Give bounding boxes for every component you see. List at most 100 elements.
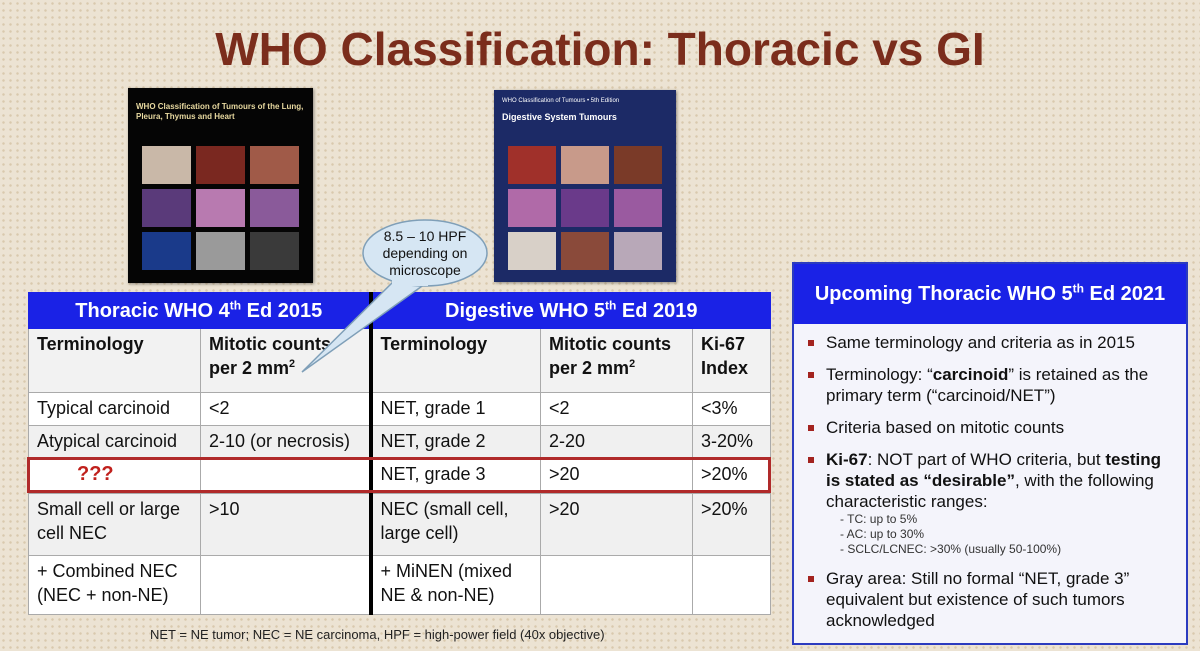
cell-text: NEC (small cell, large cell)	[380, 499, 509, 543]
cell-text: <3%	[701, 398, 738, 418]
book-cover: WHO Classification of Tumours • 5th Edit…	[494, 90, 676, 282]
book-series: WHO Classification of Tumours • 5th Edit…	[502, 98, 620, 104]
cell-text: <2	[209, 398, 230, 418]
cell-text: Small cell or large cell NEC	[37, 499, 181, 543]
bullet-text: testing is stated as “desirable”	[826, 450, 1162, 490]
bullet: Criteria based on mitotic counts	[808, 417, 1176, 438]
text-pre: Upcoming Thoracic WHO 5	[814, 283, 1073, 305]
text-pre: Terminology	[380, 334, 488, 354]
text-pre: Thoracic WHO 4	[75, 299, 230, 322]
bullet-text: Same terminology and criteria as in 2015	[826, 333, 1135, 352]
bullet-text: , with the following characteristic rang…	[826, 471, 1154, 511]
footnote: NET = NE tumor; NEC = NE carcinoma, HPF …	[150, 627, 605, 642]
column-header: Mitotic counts per 2 mm2	[199, 328, 372, 393]
table-cell	[692, 555, 772, 615]
text-sup: 2	[289, 358, 296, 370]
column-header: Mitotic counts per 2 mm2	[540, 328, 694, 393]
cell-text: + Combined NEC (NEC + non-NE)	[37, 561, 178, 605]
bullet: Ki-67: NOT part of WHO criteria, but tes…	[808, 449, 1176, 557]
text-pre: Mitotic counts per 2 mm	[209, 334, 331, 378]
table-cell: NET, grade 1	[368, 392, 542, 426]
book-title: WHO Classification of Tumours of the Lun…	[136, 102, 304, 121]
table-cell: Atypical carcinoid	[28, 425, 201, 459]
table-cell: >20	[540, 493, 694, 556]
header-row: Terminology Mitotic counts per 2 mm2 Termi…	[28, 328, 772, 393]
bullet-text: Gray area: Still no formal “NET, grade 3…	[826, 569, 1130, 630]
text-post: Ed 2019	[616, 299, 698, 322]
cell-text: 2-20	[549, 431, 586, 451]
cell-text: >10	[209, 499, 240, 519]
bullet-text: carcinoid	[932, 365, 1009, 384]
sub-item: - SCLC/LCNEC: >30% (usually 50-100%)	[840, 542, 1062, 556]
upcoming-panel: Upcoming Thoracic WHO 5th Ed 2021 Same t…	[792, 262, 1188, 645]
table-row: Small cell or large cell NEC >10 NEC (smal…	[28, 493, 772, 556]
text-sup: 2	[629, 358, 636, 370]
bullet-list: Same terminology and criteria as in 2015…	[794, 324, 1186, 631]
cell-text: >20%	[701, 499, 748, 519]
table-cell: 2-10 (or necrosis)	[199, 425, 372, 459]
table-cell: NEC (small cell, large cell)	[368, 493, 542, 556]
text-sup: th	[1072, 281, 1084, 296]
cell-text: + MiNEN (mixed NE & non-NE)	[380, 561, 513, 605]
table-cell: NET, grade 3	[368, 458, 542, 494]
text-pre: Mitotic counts per 2 mm	[549, 334, 672, 378]
callout-text: 8.5 – 10 HPF depending on microscope	[382, 228, 468, 278]
bullet-text: Ki-67	[826, 450, 868, 469]
table-cell: >10	[199, 493, 372, 556]
bullet-text: : NOT part of WHO criteria, but	[867, 450, 1106, 469]
slide-title: WHO Classification: Thoracic vs GI	[215, 23, 985, 75]
column-header: Terminology	[368, 328, 542, 393]
table-row: + Combined NEC (NEC + non-NE) + MiNEN (mi…	[28, 555, 772, 615]
cell-text: >20	[549, 464, 580, 484]
table-cell	[199, 555, 372, 615]
cell-text: >20%	[701, 464, 748, 484]
cell-text: Atypical carcinoid	[37, 431, 178, 451]
bullet: Terminology: “carcinoid” is retained as …	[808, 364, 1176, 406]
column-header: Ki-67 Index	[692, 328, 772, 393]
sub-item: - AC: up to 30%	[840, 527, 925, 541]
comparison-table: Thoracic WHO 4th Ed 2015 Digestive WHO 5t…	[27, 292, 772, 615]
bullet-text: Criteria based on mitotic counts	[826, 418, 1065, 437]
text-pre: Terminology	[37, 334, 144, 354]
panel-heading: Upcoming Thoracic WHO 5th Ed 2021	[794, 264, 1186, 324]
cell-text: 3-20%	[701, 431, 754, 451]
cell-text: NET, grade 3	[380, 464, 486, 484]
table-cell: >20%	[692, 493, 772, 556]
cell-text: 2-10 (or necrosis)	[209, 431, 351, 451]
table-row: Atypical carcinoid 2-10 (or necrosis) NET,…	[28, 425, 772, 459]
text-sup: th	[605, 297, 617, 312]
group-row: Thoracic WHO 4th Ed 2015 Digestive WHO 5t…	[27, 292, 772, 329]
cell-text: ???	[77, 463, 114, 485]
book-title: Digestive System Tumours	[502, 112, 617, 122]
table-cell: <2	[199, 392, 372, 426]
cell-text: Typical carcinoid	[37, 398, 171, 418]
bullet-text: ” is retained as the primary term (“carc…	[826, 365, 1149, 405]
table-cell: <3%	[692, 392, 772, 426]
text-pre: Digestive WHO 5	[445, 299, 606, 322]
text-post: Ed 2021	[1083, 283, 1166, 305]
cell-text: NET, grade 1	[380, 398, 486, 418]
cell-text: <2	[549, 398, 570, 418]
book-cover: WHO Classification of Tumours of the Lun…	[128, 88, 313, 283]
bullet: Gray area: Still no formal “NET, grade 3…	[808, 568, 1176, 631]
text-sup: th	[229, 297, 242, 312]
table-cell: 3-20%	[692, 425, 772, 459]
table-row: Typical carcinoid <2 NET, grade 1 <2 <3%	[28, 392, 772, 426]
table-cell: Typical carcinoid	[28, 392, 201, 426]
table-cell: + MiNEN (mixed NE & non-NE)	[368, 555, 542, 615]
group-header: Digestive WHO 5th Ed 2019	[368, 292, 772, 329]
table-cell: >20	[540, 458, 694, 494]
table-cell: 2-20	[540, 425, 694, 459]
column-header: Terminology	[28, 328, 201, 393]
bullet-text: Terminology: “	[826, 365, 933, 384]
table-cell	[540, 555, 694, 615]
text-post: Ed 2015	[241, 299, 323, 322]
cover-images	[142, 146, 299, 270]
highlight-box	[27, 457, 771, 493]
table-cell: ???	[28, 458, 201, 494]
cell-text: NET, grade 2	[380, 431, 486, 451]
table-row: ??? NET, grade 3 >20 >20%	[28, 458, 772, 494]
table-cell: <2	[540, 392, 694, 426]
table-cell: + Combined NEC (NEC + non-NE)	[28, 555, 201, 615]
